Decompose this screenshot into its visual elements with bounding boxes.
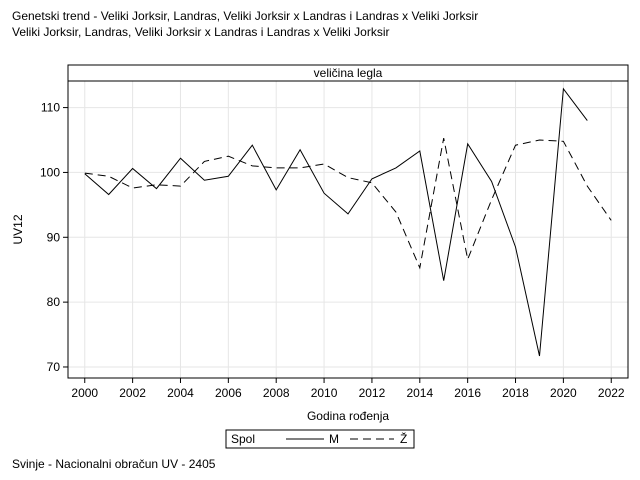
panel-label: veličina legla xyxy=(314,66,383,80)
x-tick-label: 2016 xyxy=(454,386,481,400)
plot-frame xyxy=(67,64,629,379)
chart-title-line-1: Genetski trend - Veliki Jorksir, Landras… xyxy=(12,9,479,23)
y-tick-label: 100 xyxy=(40,165,60,179)
chart-footer: Svinje - Nacionalni obračun UV - 2405 xyxy=(12,457,216,471)
x-axis-title: Godina rođenja xyxy=(307,409,389,423)
x-tick-label: 2006 xyxy=(215,386,242,400)
x-tick-label: 2008 xyxy=(263,386,290,400)
x-tick-label: 2020 xyxy=(550,386,577,400)
legend-label-m: M xyxy=(329,432,339,446)
y-tick-label: 110 xyxy=(41,101,60,115)
y-tick-label: 90 xyxy=(47,230,61,244)
y-tick-label: 80 xyxy=(47,295,61,309)
y-tick-label: 70 xyxy=(47,360,61,374)
x-tick-label: 2004 xyxy=(167,386,194,400)
series-line-m xyxy=(84,87,588,357)
series-line-z xyxy=(84,138,612,270)
legend-label-z: Ž xyxy=(400,431,407,446)
x-tick-label: 2014 xyxy=(406,386,433,400)
y-axis-title: UV12 xyxy=(11,214,25,244)
x-tick-label: 2010 xyxy=(311,386,338,400)
x-tick-label: 2002 xyxy=(119,386,146,400)
legend-title: Spol xyxy=(231,432,255,446)
x-tick-label: 2022 xyxy=(598,386,625,400)
x-tick-label: 2018 xyxy=(502,386,529,400)
chart-title-line-2: Veliki Jorksir, Landras, Veliki Jorksir … xyxy=(12,25,390,39)
x-tick-label: 2000 xyxy=(71,386,98,400)
x-tick-label: 2012 xyxy=(359,386,386,400)
